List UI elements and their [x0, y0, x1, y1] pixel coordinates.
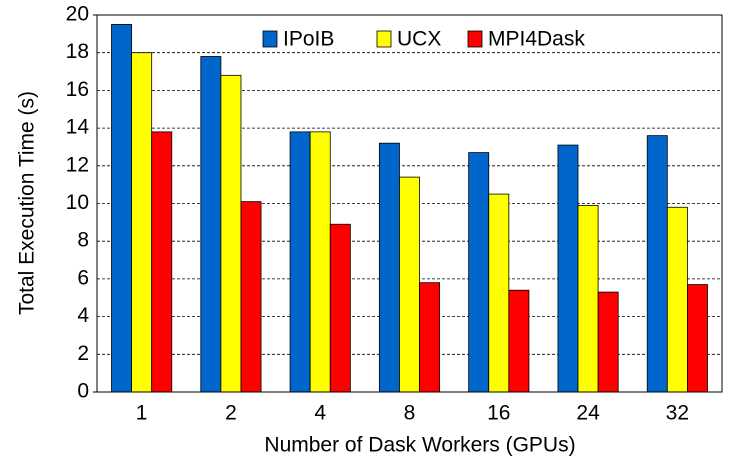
bar: [666, 206, 688, 393]
y-tick-label: 8: [77, 229, 89, 252]
y-axis-label: Total Execution Time (s): [16, 91, 39, 315]
x-tick-label: 32: [666, 402, 689, 425]
y-tick-label: 20: [66, 3, 89, 26]
legend-label: MPI4Dask: [488, 28, 585, 51]
legend-swatch: [262, 30, 278, 48]
legend-label: IPoIB: [283, 28, 334, 51]
y-tick-label: 6: [77, 266, 89, 289]
bar: [508, 289, 530, 393]
plot-frame: [96, 14, 723, 393]
y-tick-label: 4: [77, 304, 89, 327]
bar: [111, 24, 132, 393]
y-tick-label: 18: [66, 40, 89, 63]
bar: [557, 144, 579, 393]
bar: [289, 131, 311, 393]
x-tick-label: 16: [487, 402, 510, 425]
bar: [309, 131, 331, 393]
x-axis-label: Number of Dask Workers (GPUs): [264, 434, 575, 457]
y-tick-label: 2: [77, 342, 89, 365]
y-tick-label: 12: [66, 153, 89, 176]
y-tick-label: 16: [66, 78, 89, 101]
x-tick-label: 4: [314, 402, 326, 425]
legend-swatch: [467, 30, 483, 48]
bar: [577, 204, 599, 393]
bar: [399, 176, 420, 393]
legend-label: UCX: [397, 28, 441, 51]
x-tick-label: 8: [404, 402, 416, 425]
bar: [419, 282, 441, 393]
bar: [687, 284, 708, 393]
bar: [131, 52, 153, 393]
bar: [151, 131, 173, 393]
legend-swatch: [376, 30, 392, 48]
x-tick-label: 2: [225, 402, 237, 425]
bar: [329, 223, 351, 393]
y-tick-label: 10: [66, 191, 89, 214]
bar: [468, 152, 490, 393]
bar: [488, 193, 510, 393]
bar: [378, 142, 400, 393]
x-tick-label: 24: [576, 402, 600, 425]
bar: [646, 135, 668, 393]
bar: [597, 291, 619, 393]
y-tick-label: 0: [77, 380, 89, 403]
bar: [240, 201, 262, 393]
bar: [220, 74, 242, 393]
y-tick-label: 14: [66, 116, 90, 139]
bar: [200, 56, 222, 393]
x-tick-label: 1: [136, 402, 148, 425]
